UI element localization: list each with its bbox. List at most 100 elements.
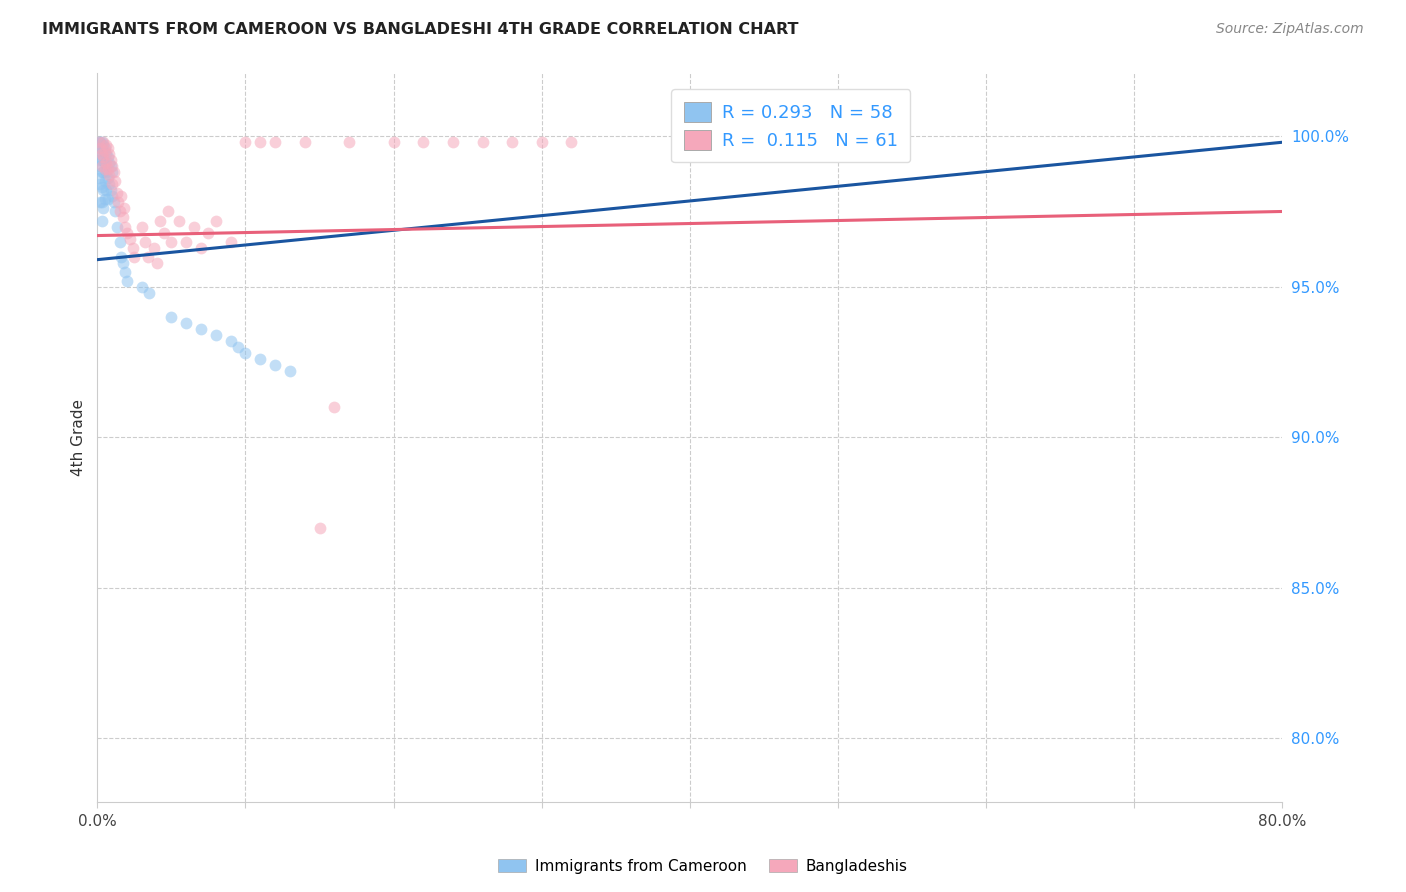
Point: [97, 162, 120, 177]
Point: [122, 241, 145, 255]
Point: [97, 171, 120, 186]
Point: [249, 135, 271, 149]
Point: [87, 141, 110, 155]
Point: [112, 202, 135, 216]
Point: [101, 178, 124, 192]
Point: [91, 135, 114, 149]
Point: [103, 195, 125, 210]
Point: [89, 178, 111, 192]
Point: [100, 159, 122, 173]
Point: [412, 135, 434, 149]
Point: [108, 204, 131, 219]
Point: [108, 235, 131, 249]
Point: [94, 162, 117, 177]
Point: [90, 153, 112, 168]
Text: 80.0%: 80.0%: [1258, 814, 1306, 829]
Point: [111, 255, 134, 269]
Point: [219, 334, 242, 348]
Point: [94, 174, 117, 188]
Point: [174, 235, 197, 249]
Point: [160, 310, 183, 324]
Point: [167, 213, 190, 227]
Point: [87, 135, 110, 149]
Point: [118, 231, 141, 245]
Point: [98, 156, 121, 170]
Point: [96, 138, 118, 153]
Point: [90, 135, 112, 149]
Point: [174, 316, 197, 330]
Point: [471, 135, 494, 149]
Point: [104, 204, 127, 219]
Point: [105, 219, 128, 234]
Point: [87, 135, 110, 149]
Point: [115, 274, 138, 288]
Point: [97, 141, 120, 155]
Point: [97, 150, 120, 164]
Point: [87, 171, 110, 186]
Point: [98, 147, 121, 161]
Point: [96, 183, 118, 197]
Point: [115, 226, 138, 240]
Point: [136, 250, 159, 264]
Point: [94, 193, 117, 207]
Point: [90, 165, 112, 179]
Point: [98, 178, 121, 192]
Point: [107, 195, 129, 210]
Text: IMMIGRANTS FROM CAMEROON VS BANGLADESHI 4TH GRADE CORRELATION CHART: IMMIGRANTS FROM CAMEROON VS BANGLADESHI …: [42, 22, 799, 37]
Point: [91, 165, 114, 179]
Point: [145, 255, 167, 269]
Point: [96, 147, 118, 161]
Point: [131, 219, 153, 234]
Point: [90, 195, 112, 210]
Point: [148, 213, 170, 227]
Point: [560, 135, 582, 149]
Point: [94, 156, 117, 170]
Point: [110, 250, 132, 264]
Point: [142, 241, 165, 255]
Point: [91, 150, 114, 164]
Point: [278, 364, 301, 378]
Point: [96, 156, 118, 170]
Point: [323, 400, 346, 414]
Point: [90, 213, 112, 227]
Point: [96, 165, 118, 179]
Point: [249, 351, 271, 366]
Point: [308, 520, 330, 534]
Point: [94, 145, 117, 159]
Point: [441, 135, 464, 149]
Point: [87, 153, 110, 168]
Point: [190, 241, 212, 255]
Point: [91, 202, 114, 216]
Point: [264, 135, 287, 149]
Point: [89, 159, 111, 173]
Point: [205, 213, 228, 227]
Point: [124, 250, 146, 264]
Point: [138, 285, 160, 300]
Point: [89, 195, 111, 210]
Point: [98, 169, 121, 183]
Point: [89, 135, 111, 149]
Point: [131, 279, 153, 293]
Point: [294, 135, 316, 149]
Point: [153, 226, 176, 240]
Point: [90, 180, 112, 194]
Point: [100, 153, 122, 168]
Point: [101, 189, 124, 203]
Point: [103, 165, 125, 179]
Point: [235, 135, 257, 149]
Point: [235, 346, 257, 360]
Point: [114, 265, 136, 279]
Point: [100, 183, 122, 197]
Point: [94, 141, 117, 155]
Point: [160, 235, 183, 249]
Point: [183, 219, 205, 234]
Point: [501, 135, 523, 149]
Point: [111, 211, 134, 225]
Point: [205, 327, 228, 342]
Point: [101, 159, 124, 173]
Text: Source: ZipAtlas.com: Source: ZipAtlas.com: [1216, 22, 1364, 37]
Point: [91, 138, 114, 153]
Point: [264, 358, 287, 372]
Point: [337, 135, 360, 149]
Point: [382, 135, 405, 149]
